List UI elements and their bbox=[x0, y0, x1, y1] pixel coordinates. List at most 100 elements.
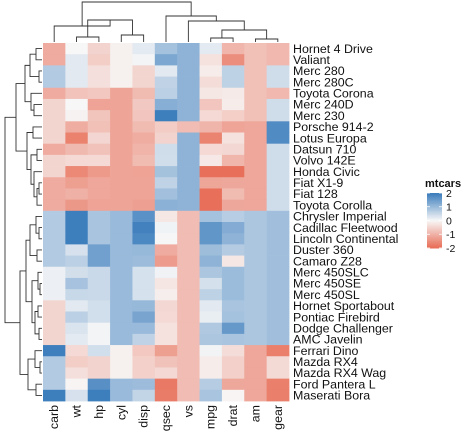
heatmap-cell bbox=[65, 65, 89, 77]
heatmap-cell bbox=[65, 367, 89, 380]
heatmap-cell bbox=[154, 222, 178, 234]
legend-gradient-step bbox=[427, 238, 442, 241]
heatmap-cell bbox=[177, 356, 200, 368]
row-label: Merc 280 bbox=[293, 64, 345, 78]
dendrogram-link bbox=[33, 104, 42, 117]
legend-tick-label: -1 bbox=[446, 229, 455, 241]
legend-gradient-step bbox=[427, 235, 442, 238]
heatmap-cell bbox=[110, 255, 133, 268]
heatmap-cell bbox=[154, 389, 178, 402]
heatmap-cell bbox=[43, 266, 66, 279]
column-label: mpg bbox=[204, 405, 218, 429]
heatmap-cell bbox=[244, 322, 268, 335]
heatmap-cell bbox=[87, 143, 111, 156]
row-label: Merc 450SLC bbox=[293, 266, 369, 280]
heatmap-cell bbox=[177, 166, 200, 178]
dendrogram-link bbox=[76, 36, 100, 42]
heatmap-cell bbox=[266, 255, 290, 268]
heatmap-cell bbox=[199, 277, 223, 290]
heatmap-cell bbox=[244, 154, 268, 167]
heatmap-cell bbox=[132, 132, 156, 145]
dendrogram-link bbox=[165, 15, 217, 42]
row-label: Porsche 914-2 bbox=[293, 120, 374, 134]
heatmap-cell bbox=[132, 110, 156, 122]
heatmap-cell bbox=[43, 110, 66, 122]
heatmap-cell bbox=[177, 367, 200, 380]
dendrogram-link bbox=[26, 132, 33, 171]
heatmap-cell bbox=[132, 277, 156, 290]
heatmap-cell bbox=[199, 289, 223, 301]
heatmap-cell bbox=[87, 389, 111, 402]
heatmap-cell bbox=[87, 378, 111, 391]
heatmap-cell bbox=[266, 188, 290, 201]
heatmap-cell bbox=[110, 378, 133, 391]
heatmap-cell bbox=[65, 177, 89, 189]
heatmap-cell bbox=[221, 333, 245, 346]
legend-gradient-step bbox=[427, 213, 442, 216]
heatmap-cell bbox=[221, 87, 245, 100]
row-label: Honda Civic bbox=[293, 165, 360, 179]
heatmap-cell bbox=[266, 277, 290, 290]
heatmap-cell bbox=[110, 345, 133, 357]
heatmap-cell bbox=[43, 87, 66, 100]
heatmap-cell bbox=[65, 244, 89, 256]
heatmap-cell bbox=[65, 266, 89, 279]
heatmap-cell bbox=[177, 177, 200, 189]
heatmap-cell bbox=[266, 177, 290, 189]
heatmap-cell bbox=[43, 65, 66, 77]
heatmap-cell bbox=[199, 143, 223, 156]
heatmap-cell bbox=[43, 199, 66, 212]
heatmap-cell bbox=[110, 110, 133, 122]
heatmap-cell bbox=[266, 389, 290, 402]
heatmap-cell bbox=[132, 222, 156, 234]
heatmap-cell bbox=[199, 389, 223, 402]
heatmap-cell bbox=[110, 233, 133, 245]
heatmap-cell bbox=[244, 199, 268, 212]
heatmap-cell bbox=[132, 300, 156, 312]
column-label: gear bbox=[271, 405, 285, 430]
dendrogram-link bbox=[30, 92, 42, 111]
row-label: Ford Pantera L bbox=[293, 377, 376, 391]
dendrogram-link bbox=[255, 38, 279, 42]
legend-gradient-step bbox=[427, 193, 442, 195]
column-label: cyl bbox=[114, 405, 128, 420]
dendrogram-link bbox=[4, 116, 20, 324]
row-label: Volvo 142E bbox=[293, 154, 356, 168]
row-label: Merc 280C bbox=[293, 75, 354, 89]
heatmap-cell bbox=[132, 244, 156, 256]
legend-gradient-step bbox=[427, 230, 442, 233]
row-label: Fiat X1-9 bbox=[293, 176, 343, 190]
heatmap-cell bbox=[132, 143, 156, 156]
heatmap-cell bbox=[266, 98, 290, 111]
heatmap-cell bbox=[132, 121, 156, 133]
heatmap-cell bbox=[199, 65, 223, 77]
heatmap-cell bbox=[177, 311, 200, 324]
heatmap-cell bbox=[244, 367, 268, 380]
legend-gradient-step bbox=[427, 204, 442, 206]
heatmap-cell bbox=[199, 255, 223, 268]
heatmap-cell bbox=[154, 322, 178, 335]
row-label: Lotus Europa bbox=[293, 131, 367, 145]
heatmap-cell bbox=[43, 311, 66, 324]
column-label: carb bbox=[47, 405, 61, 429]
heatmap-cell bbox=[266, 76, 290, 89]
legend-gradient-step bbox=[427, 199, 442, 202]
heatmap-cell bbox=[199, 177, 223, 189]
row-label: Cadillac Fleetwood bbox=[293, 221, 398, 235]
heatmap-cell bbox=[244, 121, 268, 133]
heatmap-cell bbox=[87, 367, 111, 380]
heatmap-cell bbox=[244, 43, 268, 55]
heatmap-cell bbox=[43, 356, 66, 368]
heatmap-cell bbox=[266, 322, 290, 335]
legend-gradient-step bbox=[427, 198, 442, 201]
heatmap-cell bbox=[154, 65, 178, 77]
heatmap-cell bbox=[177, 378, 200, 391]
heatmap-cell bbox=[43, 143, 66, 156]
heatmap-cell bbox=[65, 255, 89, 268]
row-label: Merc 230 bbox=[293, 109, 345, 123]
heatmap-cell bbox=[87, 87, 111, 100]
row-label: Valiant bbox=[293, 53, 331, 67]
heatmap-cell bbox=[154, 199, 178, 212]
heatmap-cell bbox=[199, 222, 223, 234]
